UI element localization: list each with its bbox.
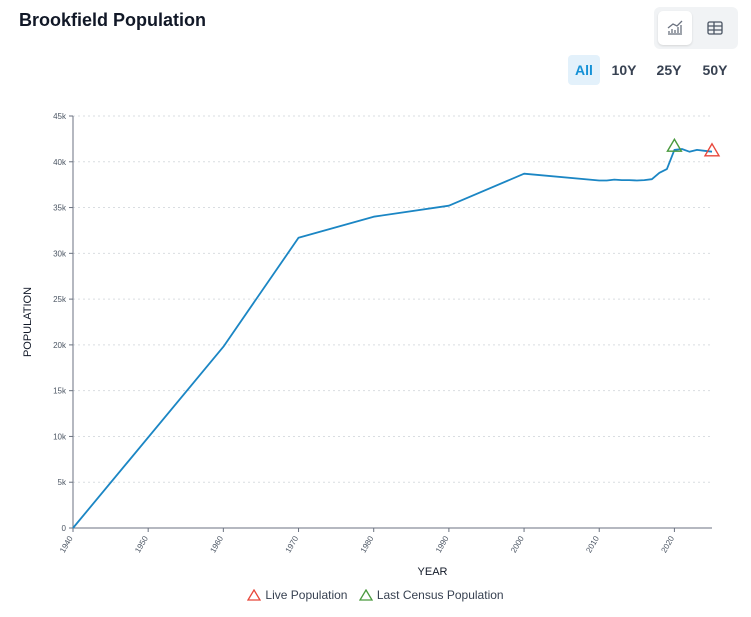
x-tick-label: 2020 (659, 534, 676, 554)
legend-item-last-census-population[interactable]: Last Census Population (358, 588, 504, 602)
range-50y-button[interactable]: 50Y (702, 62, 728, 78)
triangle-red-icon (247, 589, 262, 601)
last-census-population-marker[interactable] (666, 137, 683, 152)
live-population-marker[interactable] (703, 142, 721, 157)
y-axis-title: POPULATION (22, 287, 34, 357)
x-tick-label: 2000 (509, 534, 526, 554)
y-tick-label: 25k (53, 295, 67, 304)
x-tick-label: 1970 (284, 534, 301, 554)
chart-legend: Live Population Last Census Population (0, 588, 751, 604)
range-all-button[interactable]: All (568, 55, 600, 85)
chart-view-button[interactable] (658, 11, 692, 45)
table-view-button[interactable] (698, 11, 732, 45)
y-tick-label: 5k (58, 478, 67, 487)
x-tick-label: 2010 (584, 534, 601, 554)
legend-label: Live Population (265, 588, 348, 602)
line-chart-icon (667, 20, 683, 35)
population-chart: 0 5k 10k 15k 20k 25k 30k 35k 40k 45k 1940 1950 1960 1… (22, 112, 721, 578)
page-title: Brookfield Population (19, 10, 206, 30)
y-tick-label: 20k (53, 341, 67, 350)
range-25y-button[interactable]: 25Y (656, 62, 682, 78)
x-tick-label: 1980 (359, 534, 376, 554)
x-tick-label: 1990 (434, 534, 451, 554)
y-tick-label: 35k (53, 204, 67, 213)
triangle-green-icon (358, 589, 373, 601)
x-tick-label: 1950 (133, 534, 150, 554)
y-tick-label: 10k (53, 432, 67, 441)
y-tick-label: 45k (53, 112, 67, 121)
y-tick-label: 30k (53, 249, 67, 258)
y-tick-label: 0 (62, 524, 67, 533)
legend-label: Last Census Population (376, 588, 504, 602)
x-tick-label: 1940 (58, 534, 75, 554)
table-grid-icon (707, 21, 723, 35)
legend-item-live-population[interactable]: Live Population (247, 588, 347, 602)
view-toggle (654, 7, 738, 49)
range-10y-button[interactable]: 10Y (611, 62, 637, 78)
y-tick-label: 40k (53, 158, 67, 167)
y-tick-label: 15k (53, 387, 67, 396)
x-axis-title: YEAR (418, 566, 448, 578)
x-tick-label: 1960 (208, 534, 225, 554)
population-line (72, 148, 713, 529)
